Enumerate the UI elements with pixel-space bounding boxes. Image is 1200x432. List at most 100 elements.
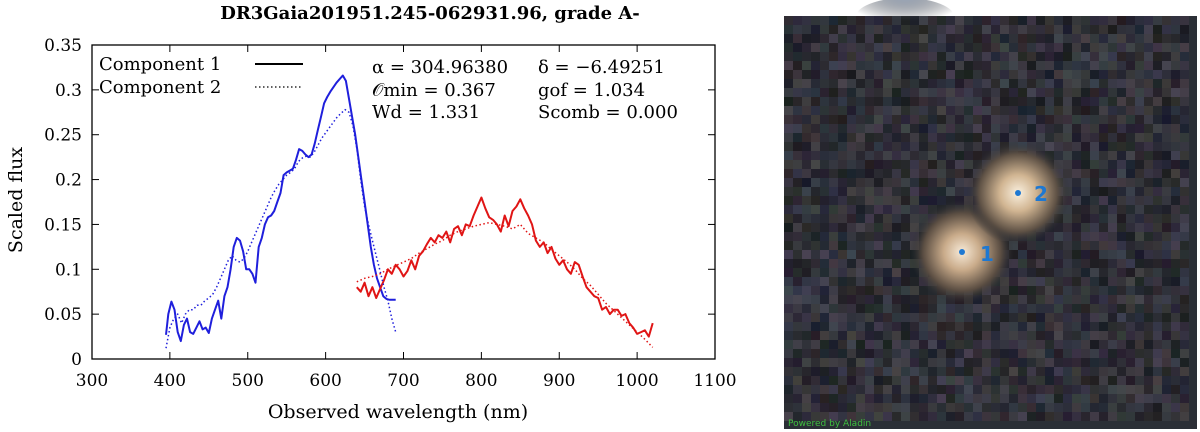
sky-pixel [883, 358, 892, 367]
sky-pixel [820, 142, 829, 151]
sky-pixel [829, 304, 838, 313]
sky-pixel [1027, 286, 1036, 295]
sky-pixel [1090, 232, 1099, 241]
sky-pixel [1036, 286, 1045, 295]
sky-pixel [1000, 106, 1009, 115]
sky-pixel [829, 385, 838, 394]
sky-pixel [820, 331, 829, 340]
sky-pixel [1135, 376, 1144, 385]
sky-pixel [829, 223, 838, 232]
sky-pixel [1171, 286, 1180, 295]
sky-pixel [802, 61, 811, 70]
sky-pixel [1126, 52, 1135, 61]
sky-pixel [1036, 25, 1045, 34]
sky-pixel [1153, 331, 1162, 340]
sky-pixel [865, 385, 874, 394]
sky-pixel [1027, 106, 1036, 115]
sky-pixel [991, 340, 1000, 349]
sky-pixel [1171, 124, 1180, 133]
sky-pixel [829, 124, 838, 133]
sky-pixel [1036, 331, 1045, 340]
x-tick-label: 500 [232, 371, 264, 391]
sky-pixel [901, 178, 910, 187]
sky-pixel [1045, 16, 1054, 25]
sky-pixel [865, 160, 874, 169]
sky-pixel [946, 52, 955, 61]
sky-pixel [1126, 25, 1135, 34]
sky-pixel [1063, 160, 1072, 169]
sky-pixel [829, 169, 838, 178]
sky-pixel [784, 232, 793, 241]
sky-pixel [811, 241, 820, 250]
sky-pixel [838, 16, 847, 25]
sky-pixel [883, 61, 892, 70]
sky-pixel [1162, 70, 1171, 79]
sky-pixel [874, 196, 883, 205]
sky-pixel [946, 322, 955, 331]
sky-pixel [829, 331, 838, 340]
sky-pixel [1009, 34, 1018, 43]
sky-pixel [1072, 124, 1081, 133]
sky-pixel [910, 61, 919, 70]
sky-pixel [1144, 124, 1153, 133]
sky-pixel [1162, 259, 1171, 268]
sky-pixel [856, 268, 865, 277]
sky-pixel [838, 250, 847, 259]
sky-pixel [1144, 232, 1153, 241]
sky-pixel [1153, 106, 1162, 115]
sky-pixel [1135, 160, 1144, 169]
sky-pixel [1153, 376, 1162, 385]
sky-pixel [874, 133, 883, 142]
sky-pixel [991, 295, 1000, 304]
sky-pixel [1180, 367, 1189, 376]
sky-pixel [1117, 385, 1126, 394]
sky-pixel [973, 349, 982, 358]
sky-pixel [829, 358, 838, 367]
sky-pixel [838, 25, 847, 34]
sky-pixel [973, 124, 982, 133]
sky-pixel [1018, 61, 1027, 70]
sky-pixel [865, 70, 874, 79]
sky-pixel [1045, 232, 1054, 241]
sky-pixel [1162, 25, 1171, 34]
sky-pixel [1036, 367, 1045, 376]
sky-pixel [802, 106, 811, 115]
sky-pixel [1135, 241, 1144, 250]
sky-pixel [892, 349, 901, 358]
sky-pixel [784, 331, 793, 340]
sky-pixel [1108, 259, 1117, 268]
sky-pixel [811, 169, 820, 178]
sky-pixel [793, 196, 802, 205]
sky-pixel [820, 385, 829, 394]
sky-pixel [802, 34, 811, 43]
sky-pixel [874, 124, 883, 133]
sky-pixel [847, 331, 856, 340]
sky-pixel [1099, 205, 1108, 214]
sky-pixel [928, 304, 937, 313]
sky-pixel [1144, 25, 1153, 34]
sky-pixel [820, 313, 829, 322]
sky-pixel [1153, 349, 1162, 358]
sky-pixel [892, 259, 901, 268]
sky-pixel [802, 16, 811, 25]
sky-pixel [1045, 241, 1054, 250]
sky-pixel [1108, 106, 1117, 115]
sky-pixel [883, 295, 892, 304]
sky-pixel [946, 124, 955, 133]
sky-pixel [784, 88, 793, 97]
sky-pixel [874, 286, 883, 295]
sky-pixel [856, 43, 865, 52]
sky-pixel [1162, 385, 1171, 394]
sky-pixel [1072, 52, 1081, 61]
sky-pixel [874, 313, 883, 322]
sky-pixel [1072, 268, 1081, 277]
sky-pixel [991, 115, 1000, 124]
sky-pixel [1162, 79, 1171, 88]
sky-pixel [883, 340, 892, 349]
sky-pixel [1063, 331, 1072, 340]
sky-pixel [892, 61, 901, 70]
sky-pixel [1144, 340, 1153, 349]
sky-pixel [973, 106, 982, 115]
sky-pixel [793, 43, 802, 52]
sky-pixel [811, 79, 820, 88]
